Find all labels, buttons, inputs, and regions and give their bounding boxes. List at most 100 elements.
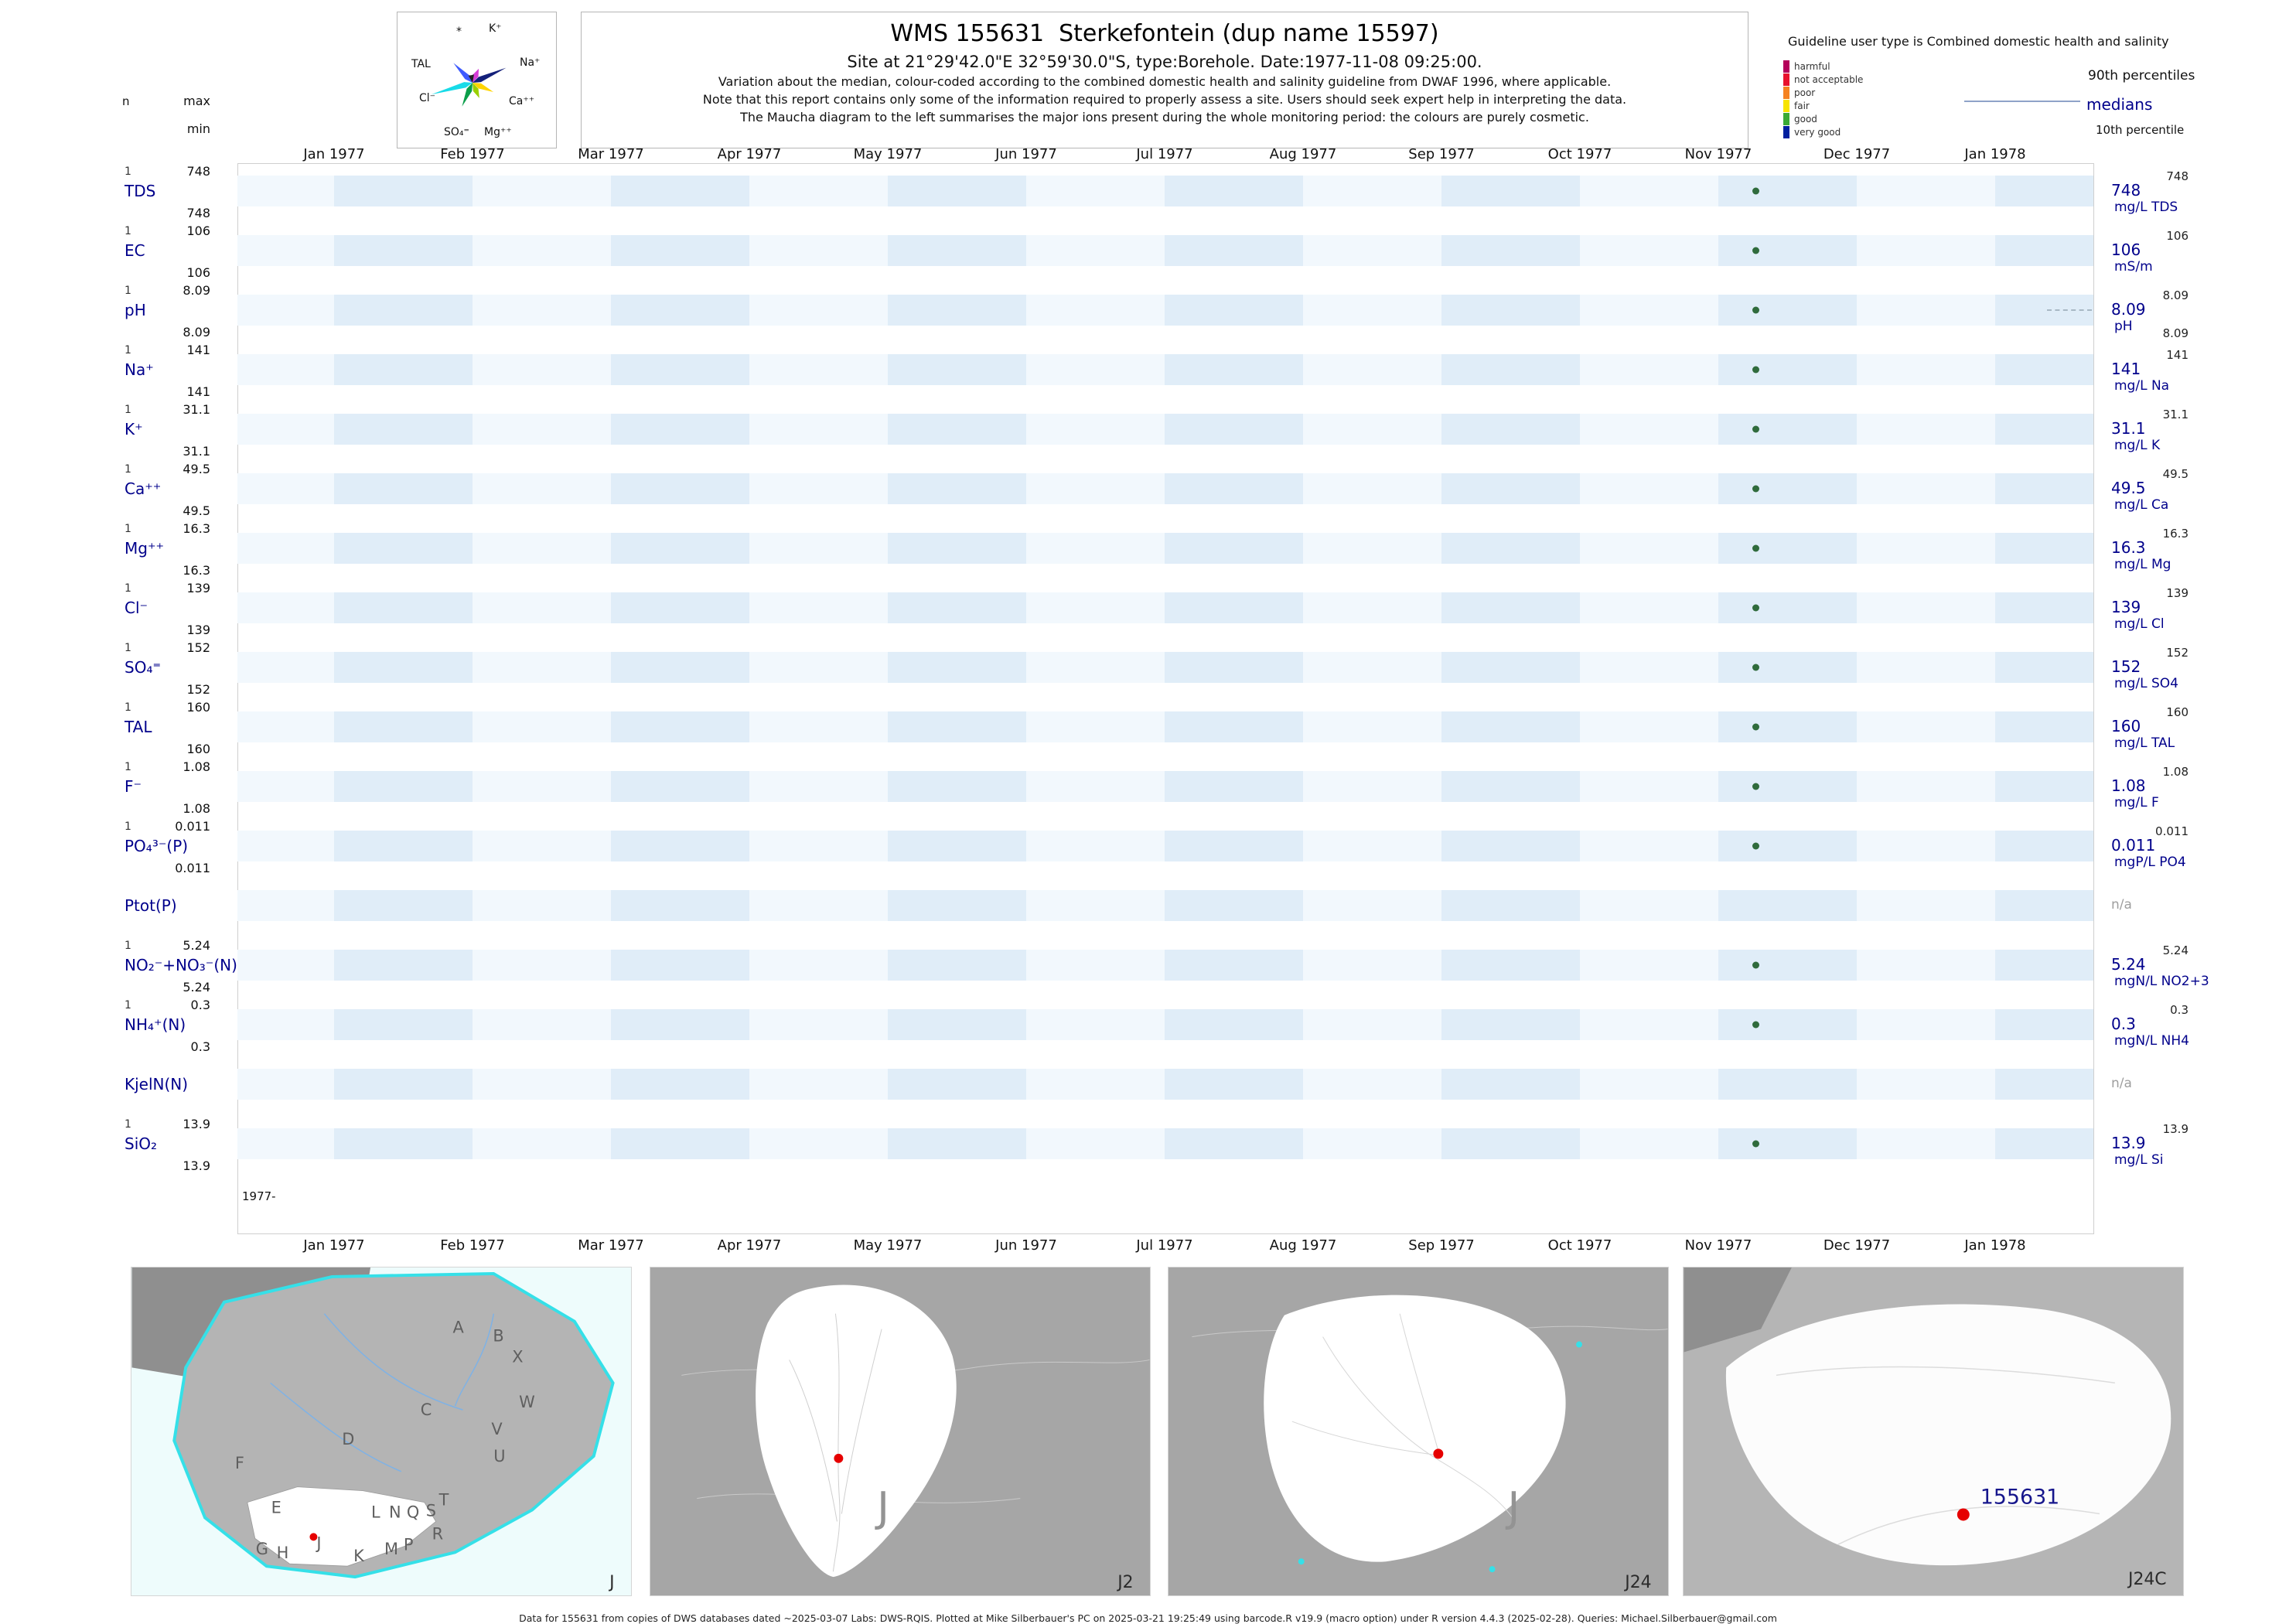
row-na-kjeln-n: n/a bbox=[2111, 1076, 2132, 1091]
map-south-africa-svg: A BX C W D VU F E T L N Q S G H J K M PR J bbox=[131, 1267, 615, 1592]
month-stripe bbox=[749, 890, 888, 921]
month-stripe bbox=[1026, 592, 1165, 623]
month-stripe bbox=[888, 295, 1026, 326]
map-highlighted-region bbox=[247, 1486, 437, 1567]
region-letter-Q: Q bbox=[407, 1503, 419, 1521]
month-stripe bbox=[237, 1128, 334, 1159]
month-stripe bbox=[1026, 771, 1165, 802]
month-stripe bbox=[1165, 1009, 1303, 1040]
row-p10-ph: 8.09 bbox=[2162, 326, 2189, 340]
maucha-label-SO₄⁼: SO₄⁼ bbox=[444, 126, 469, 138]
month-stripe bbox=[888, 533, 1026, 564]
maucha-wedge-Na bbox=[473, 67, 507, 83]
month-stripe bbox=[1303, 711, 1441, 742]
maucha-label-*: * bbox=[456, 26, 462, 38]
maucha-wedge-Ca bbox=[473, 82, 494, 93]
month-stripe bbox=[473, 831, 611, 861]
month-stripe bbox=[1165, 592, 1303, 623]
year-start-label: 1977- bbox=[242, 1189, 276, 1203]
month-label-bottom: Mar 1977 bbox=[578, 1237, 644, 1254]
month-stripe bbox=[1718, 414, 1857, 445]
month-stripe bbox=[473, 711, 611, 742]
maucha-label-Cl⁻: Cl⁻ bbox=[419, 92, 436, 104]
month-stripe bbox=[1165, 831, 1303, 861]
map-catchment-j2: J J2 bbox=[650, 1267, 1151, 1596]
row-median-po4-p: 0.011 bbox=[2111, 836, 2156, 855]
guideline-swatch-fair bbox=[1783, 100, 1789, 112]
min-column-header: min bbox=[186, 121, 210, 136]
sample-point-ec bbox=[1752, 247, 1759, 254]
month-stripe bbox=[611, 831, 749, 861]
month-stripe bbox=[1165, 473, 1303, 504]
region-letter-E: E bbox=[271, 1499, 281, 1517]
month-label-bottom: Nov 1977 bbox=[1684, 1237, 1752, 1254]
month-label-bottom: Dec 1977 bbox=[1823, 1237, 1891, 1254]
guideline-swatch-not-acceptable bbox=[1783, 73, 1789, 86]
maucha-wedge-K bbox=[473, 68, 479, 83]
month-stripe bbox=[1580, 652, 1718, 683]
month-label-top: Dec 1977 bbox=[1823, 146, 1891, 162]
row-p90-sio2: 13.9 bbox=[2162, 1122, 2189, 1136]
medians-line-icon bbox=[1964, 101, 2080, 102]
row-n-tds: 1 bbox=[125, 165, 131, 178]
row-median-ec: 106 bbox=[2111, 241, 2141, 259]
month-label-bottom: Jul 1977 bbox=[1136, 1237, 1193, 1254]
map-catchment-shape bbox=[756, 1285, 957, 1578]
map-catchment-shape bbox=[1725, 1304, 2171, 1566]
month-label-bottom: Jan 1978 bbox=[1964, 1237, 2026, 1254]
row-median-so4: 152 bbox=[2111, 657, 2141, 676]
month-stripe bbox=[237, 1009, 334, 1040]
month-stripe bbox=[1857, 1069, 1995, 1100]
guideline-swatch-very-good bbox=[1783, 126, 1789, 138]
month-stripe bbox=[1303, 176, 1441, 206]
map-waterbody bbox=[1576, 1341, 1582, 1348]
region-letter-N: N bbox=[389, 1503, 401, 1521]
param-name-mg: Mg⁺⁺ bbox=[125, 539, 165, 558]
month-stripe bbox=[1303, 473, 1441, 504]
row-max-ca: 49.5 bbox=[183, 462, 210, 476]
month-stripe bbox=[1718, 652, 1857, 683]
month-stripe bbox=[1857, 1128, 1995, 1159]
map-catchment-shape bbox=[1264, 1295, 1566, 1562]
param-band-po4-p bbox=[237, 831, 2093, 861]
row-min-f: 1.08 bbox=[183, 801, 210, 816]
map-river bbox=[1291, 1421, 1438, 1456]
month-stripe bbox=[611, 235, 749, 266]
month-stripe bbox=[1580, 890, 1718, 921]
map-waterbody bbox=[1298, 1558, 1305, 1565]
map-waterbody bbox=[1489, 1566, 1496, 1573]
month-stripe bbox=[1995, 831, 2093, 861]
month-stripe bbox=[611, 533, 749, 564]
month-stripe bbox=[473, 235, 611, 266]
month-label-bottom: Apr 1977 bbox=[717, 1237, 782, 1254]
month-stripe bbox=[1995, 652, 2093, 683]
month-stripe bbox=[611, 1009, 749, 1040]
row-p90-tds: 748 bbox=[2166, 169, 2189, 183]
month-stripe bbox=[749, 176, 888, 206]
sample-point-cl bbox=[1752, 604, 1759, 612]
maucha-star-icon bbox=[431, 63, 507, 107]
month-stripe bbox=[749, 831, 888, 861]
month-stripe bbox=[1165, 652, 1303, 683]
row-unit-po4-p: mgP/L PO4 bbox=[2114, 855, 2186, 870]
month-stripe bbox=[1857, 176, 1995, 206]
month-stripe bbox=[749, 473, 888, 504]
month-stripe bbox=[1857, 771, 1995, 802]
month-stripe bbox=[1303, 831, 1441, 861]
month-stripe bbox=[1441, 473, 1580, 504]
month-stripe bbox=[473, 176, 611, 206]
month-label-top: Sep 1977 bbox=[1408, 146, 1475, 162]
param-name-f: F⁻ bbox=[125, 777, 142, 796]
sample-point-po4-p bbox=[1752, 842, 1759, 850]
month-stripe bbox=[1580, 711, 1718, 742]
sample-point-nh4-n bbox=[1752, 1021, 1759, 1029]
month-stripe bbox=[1026, 1128, 1165, 1159]
month-stripe bbox=[1995, 711, 2093, 742]
param-name-tal: TAL bbox=[125, 718, 152, 736]
month-label-bottom: Sep 1977 bbox=[1408, 1237, 1475, 1254]
month-stripe bbox=[1165, 295, 1303, 326]
sample-point-mg bbox=[1752, 544, 1759, 552]
guideline-user-type-label: Guideline user type is Combined domestic… bbox=[1788, 34, 2169, 49]
row-min-k: 31.1 bbox=[183, 444, 210, 459]
